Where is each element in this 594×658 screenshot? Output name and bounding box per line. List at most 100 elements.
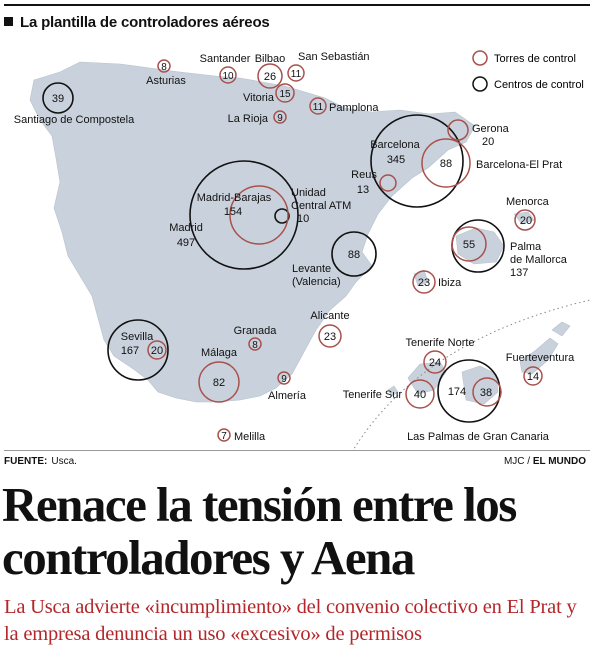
tower-reus <box>379 174 397 192</box>
name-reus: Reus <box>351 169 377 181</box>
value-laspalmas: 174 <box>448 386 466 398</box>
name-unidad-central-line2: Central ATM <box>291 200 351 212</box>
value-sevilla-tower: 20 <box>151 345 163 357</box>
value-vitoria: 15 <box>279 89 291 100</box>
value-laspalmas-tower: 38 <box>480 387 492 399</box>
value-madrid: 497 <box>177 237 195 249</box>
value-alicante: 23 <box>324 331 336 343</box>
name-vitoria: Vitoria <box>243 92 275 104</box>
title-square-bullet <box>4 17 13 26</box>
value-asturias: 8 <box>161 62 167 73</box>
tower-granada <box>248 337 262 351</box>
legend-tower-label: Torres de control <box>494 53 576 65</box>
name-asturias: Asturias <box>146 75 186 87</box>
name-sevilla: Sevilla <box>121 331 154 343</box>
center-sevilla <box>107 319 169 381</box>
tower-laspalmas <box>472 377 502 407</box>
tower-almeria <box>277 371 291 385</box>
center-levante <box>331 231 377 277</box>
value-tenerifenorte: 24 <box>429 357 441 369</box>
tower-fuerteventura <box>523 366 543 386</box>
tower-larioja <box>273 110 287 124</box>
name-tenerifenorte: Tenerife Norte <box>405 337 474 349</box>
value-fuerteventura: 14 <box>527 371 539 383</box>
value-reus: 13 <box>357 184 369 196</box>
value-menorca: 20 <box>520 215 532 227</box>
value-malaga: 82 <box>213 377 225 389</box>
name-tenerifesur: Tenerife Sur <box>343 389 403 401</box>
credit-paper: EL MUNDO <box>532 456 586 467</box>
value-almeria: 9 <box>281 374 287 385</box>
legend: Torres de control Centros de control <box>472 50 584 92</box>
menorca-island <box>513 211 535 225</box>
lanzarote-island <box>551 321 571 337</box>
name-levante-line2: (Valencia) <box>292 276 341 288</box>
iberian-peninsula <box>29 61 476 403</box>
la-gomera-island <box>387 385 399 397</box>
legend-tower-marker <box>472 50 488 66</box>
credit-line: MJC / EL MUNDO <box>504 456 586 467</box>
value-granada: 8 <box>252 340 258 351</box>
center-santiago <box>42 82 74 114</box>
name-levante-line1: Levante <box>292 263 331 275</box>
name-madrid: Madrid <box>169 222 203 234</box>
map-texts: 39 Santiago de Compostela 8 Asturias San… <box>14 51 575 443</box>
center-laspalmas <box>437 359 501 423</box>
name-malaga: Málaga <box>201 347 238 359</box>
name-larioja: La Rioja <box>228 113 269 125</box>
center-unidad-central <box>274 208 290 224</box>
value-sevilla: 167 <box>121 345 139 357</box>
name-gerona: Gerona <box>472 123 510 135</box>
tower-madrid-barajas <box>229 185 289 245</box>
value-madrid-barajas: 154 <box>224 206 242 218</box>
name-almeria: Almería <box>268 390 307 402</box>
value-sansebastian: 11 <box>291 69 302 80</box>
land <box>29 61 571 405</box>
tower-palma <box>451 226 487 262</box>
tower-barcelona-prat <box>421 138 471 188</box>
name-laspalmas: Las Palmas de Gran Canaria <box>407 431 550 443</box>
name-madrid-barajas: Madrid-Barajas <box>197 192 272 204</box>
name-palma-line1: Palma <box>510 241 542 253</box>
top-rule <box>4 4 590 6</box>
name-santiago: Santiago de Compostela <box>14 114 135 126</box>
tower-menorca <box>514 209 536 231</box>
value-barcelona-prat: 88 <box>440 158 452 170</box>
value-melilla: 7 <box>221 431 227 442</box>
value-palma: 137 <box>510 267 528 279</box>
source-value: Usca. <box>51 456 77 467</box>
value-santander: 10 <box>222 71 234 82</box>
graphic-title: La plantilla de controladores aéreos <box>4 14 270 31</box>
value-ibiza: 23 <box>418 277 430 289</box>
source-line: FUENTE: Usca. <box>4 456 77 467</box>
spain-map: Torres de control Centros de control <box>14 50 591 450</box>
credit-author: MJC / <box>503 456 531 467</box>
legend-center-marker <box>472 76 488 92</box>
tower-sansebastian <box>287 64 305 82</box>
towers-of-control <box>147 59 543 442</box>
tenerife-island <box>407 361 447 395</box>
source-label: FUENTE: <box>4 456 48 467</box>
center-barcelona <box>370 114 464 208</box>
value-unidad-central: 10 <box>297 213 309 225</box>
name-fuerteventura: Fuerteventura <box>506 352 575 364</box>
tower-ibiza <box>412 270 436 294</box>
name-santander: Santander <box>200 53 251 65</box>
name-menorca: Menorca <box>506 196 550 208</box>
name-melilla: Melilla <box>234 431 266 443</box>
value-barcelona: 345 <box>387 154 405 166</box>
tower-santander <box>219 66 237 84</box>
value-levante: 88 <box>348 249 360 261</box>
footer-rule <box>4 450 590 451</box>
value-palma-tower: 55 <box>463 239 475 251</box>
value-bilbao: 26 <box>264 71 276 83</box>
tower-tenerifenorte <box>423 350 447 374</box>
name-alicante: Alicante <box>310 310 349 322</box>
center-madrid <box>189 160 299 270</box>
gran-canaria-island <box>461 365 499 405</box>
tower-alicante <box>318 324 342 348</box>
value-gerona: 20 <box>482 136 494 148</box>
tower-pamplona <box>309 97 327 115</box>
tower-asturias <box>157 59 171 73</box>
tower-gerona <box>447 119 469 141</box>
